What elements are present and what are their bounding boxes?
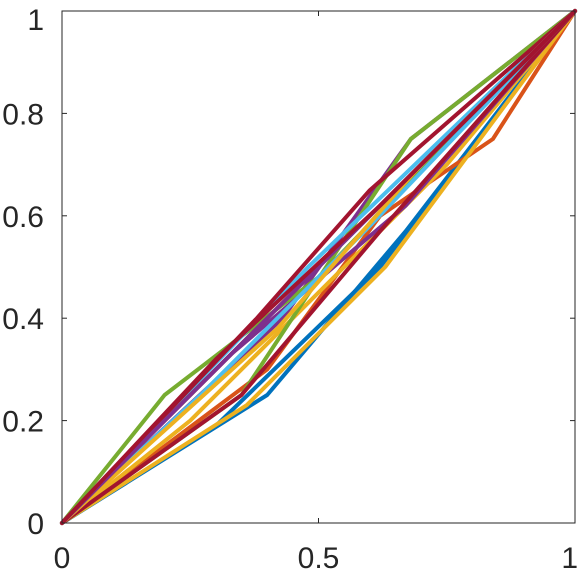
series-line-5 xyxy=(60,9,577,525)
y-tick-label: 0.4 xyxy=(2,303,44,336)
series-line-4 xyxy=(60,9,577,525)
series-layer xyxy=(60,9,577,525)
y-tick-label: 0.2 xyxy=(2,406,44,439)
ticks-layer: 0 0.5 1 0 0.2 0.4 0.6 0.8 1 xyxy=(2,4,578,573)
y-tick-label: 0.8 xyxy=(2,98,44,131)
series-line-18 xyxy=(60,9,577,525)
y-tick-label: 0.6 xyxy=(2,201,44,234)
y-tick-label: 1 xyxy=(27,4,44,37)
x-tick-label: 0.5 xyxy=(298,542,340,573)
series-line-13 xyxy=(60,9,577,525)
x-tick-label: 0 xyxy=(54,542,71,573)
y-tick-label: 0 xyxy=(27,508,44,541)
x-tick-label: 1 xyxy=(561,542,578,573)
